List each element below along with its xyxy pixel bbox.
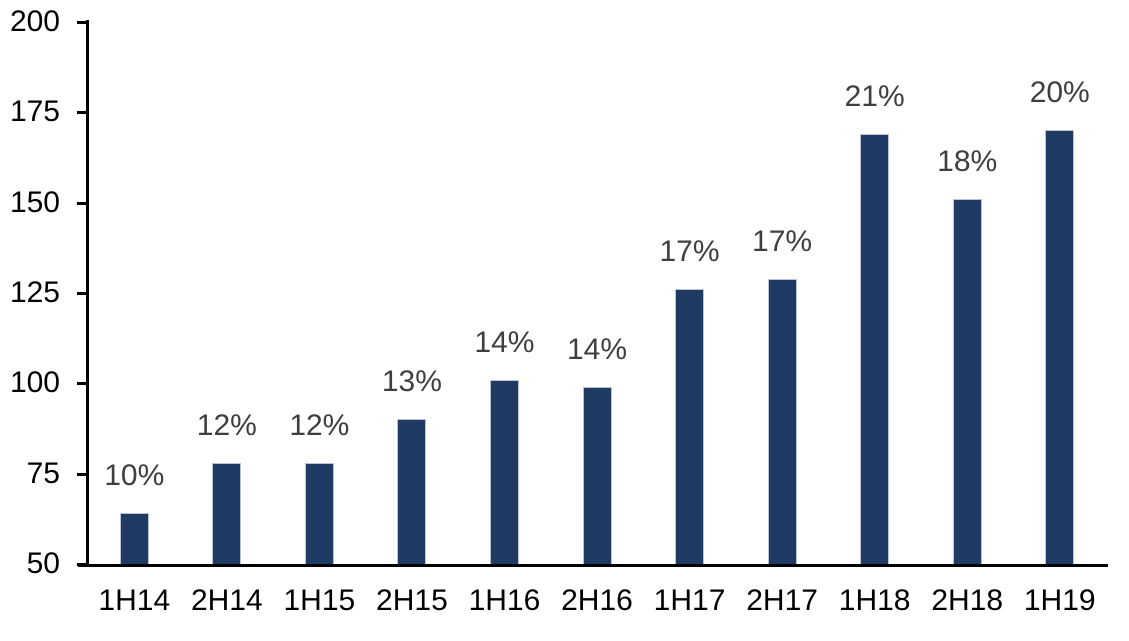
bar-value-label-1H19: 20%	[1029, 76, 1090, 110]
x-axis-line	[78, 564, 1108, 567]
y-tick-label-150: 150	[9, 185, 60, 219]
bar-value-label-2H14: 12%	[196, 408, 257, 442]
x-tick-label-1H17: 1H17	[653, 584, 726, 617]
bar-value-label-2H18: 18%	[937, 145, 998, 179]
bar-1H17	[675, 289, 705, 564]
bar-value-label-1H16: 14%	[474, 325, 535, 359]
bar-2H18	[952, 199, 982, 564]
bar-value-label-2H15: 13%	[381, 365, 442, 399]
bar-2H16	[582, 386, 612, 564]
x-tick-label-1H14: 1H14	[98, 584, 171, 617]
bar-2H15	[397, 419, 427, 564]
x-tick-label-1H15: 1H15	[283, 584, 356, 617]
y-axis-line	[86, 20, 89, 567]
y-tick-mark-175	[77, 111, 86, 115]
x-tick-label-2H17: 2H17	[746, 584, 818, 617]
x-tick-label-1H16: 1H16	[468, 584, 541, 617]
y-tick-label-200: 200	[9, 5, 60, 38]
y-tick-mark-200	[77, 21, 86, 24]
y-tick-mark-100	[77, 382, 86, 386]
bar-value-label-2H17: 17%	[752, 224, 813, 258]
y-tick-label-50: 50	[26, 547, 60, 580]
x-tick-label-2H16: 2H16	[561, 584, 633, 617]
bar-value-label-1H15: 12%	[289, 408, 350, 442]
bar-1H19	[1045, 130, 1075, 564]
y-tick-mark-75	[77, 472, 86, 476]
x-tick-label-2H18: 2H18	[931, 584, 1004, 617]
y-tick-label-175: 175	[9, 95, 60, 129]
bar-1H14	[119, 513, 149, 564]
bar-2H14	[212, 462, 242, 564]
x-tick-label-1H19: 1H19	[1023, 584, 1096, 617]
x-tick-label-2H15: 2H15	[376, 584, 448, 617]
y-tick-label-125: 125	[9, 276, 60, 309]
bar-value-label-1H18: 21%	[844, 80, 905, 113]
bar-2H17	[767, 278, 797, 564]
y-tick-mark-150	[77, 201, 86, 205]
bar-1H16	[489, 379, 519, 564]
bar-value-label-2H16: 14%	[566, 332, 627, 366]
y-tick-mark-125	[77, 292, 86, 295]
bar-value-label-1H14: 10%	[104, 459, 165, 493]
bar-1H18	[860, 134, 890, 564]
y-tick-label-100: 100	[9, 366, 60, 400]
x-tick-label-1H18: 1H18	[838, 584, 911, 617]
bar-value-label-1H17: 17%	[659, 235, 720, 269]
bar-1H15	[304, 462, 334, 564]
x-tick-label-2H14: 2H14	[190, 584, 263, 617]
y-tick-label-75: 75	[26, 456, 60, 490]
y-tick-mark-50	[77, 563, 86, 566]
